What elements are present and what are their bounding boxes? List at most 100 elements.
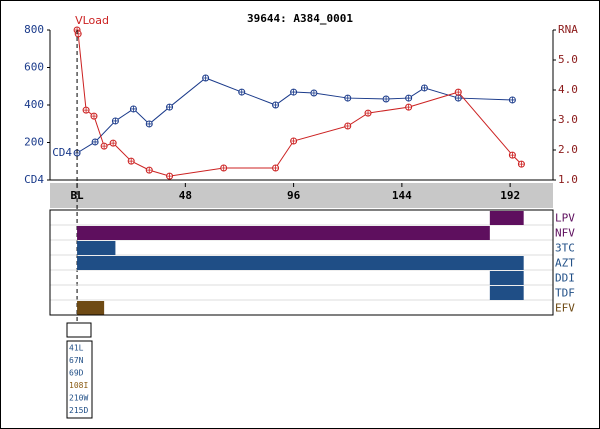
data-point bbox=[454, 94, 462, 102]
y2-tick-label: 2.0 bbox=[558, 143, 578, 156]
treatment-bar bbox=[489, 211, 524, 225]
data-point bbox=[454, 88, 462, 96]
marker-cross bbox=[128, 158, 135, 165]
data-point bbox=[166, 172, 174, 180]
mutation-label: 108I bbox=[69, 381, 88, 390]
data-point bbox=[508, 96, 516, 104]
data-point bbox=[111, 117, 119, 125]
marker-cross bbox=[220, 165, 227, 171]
x-tick-label: 144 bbox=[392, 189, 412, 202]
drug-label: 3TC bbox=[555, 242, 575, 255]
y-tick-label: CD4 bbox=[24, 173, 44, 186]
drug-label: NFV bbox=[555, 227, 575, 240]
data-point bbox=[344, 94, 352, 102]
y-tick-label: 600 bbox=[24, 61, 44, 74]
marker-cross bbox=[110, 140, 117, 147]
data-point bbox=[405, 103, 413, 111]
x-tick-label: 48 bbox=[179, 189, 192, 202]
mutation-label: 69D bbox=[69, 369, 84, 378]
marker-cross bbox=[272, 102, 279, 108]
y-tick-label: 800 bbox=[24, 23, 44, 36]
series-label: CD4 bbox=[52, 146, 72, 159]
y-tick-label: 200 bbox=[24, 136, 44, 149]
treatment-bar bbox=[489, 286, 524, 300]
marker-cross bbox=[238, 89, 245, 96]
marker-cross bbox=[365, 110, 372, 117]
marker-cross bbox=[405, 95, 412, 102]
marker-cross bbox=[92, 138, 99, 145]
x-tick-label: BL bbox=[70, 189, 84, 202]
marker-cross bbox=[310, 90, 317, 96]
marker-cross bbox=[405, 104, 412, 111]
y2-tick-label: 1.0 bbox=[558, 173, 578, 186]
y2-tick-label: 5.0 bbox=[558, 53, 578, 66]
timeline-frame bbox=[49, 209, 554, 316]
marker-cross bbox=[455, 89, 462, 96]
drug-label: LPV bbox=[555, 212, 575, 225]
treatment-bar bbox=[77, 301, 105, 315]
marker-cross bbox=[344, 95, 351, 102]
data-point bbox=[382, 95, 390, 103]
mutation-label: 41L bbox=[69, 344, 84, 353]
drug-label: TDF bbox=[555, 287, 575, 300]
marker-cross bbox=[421, 84, 428, 91]
drug-label: AZT bbox=[555, 257, 575, 270]
marker-cross bbox=[509, 152, 516, 159]
marker-cross bbox=[290, 138, 297, 144]
data-point bbox=[420, 84, 428, 92]
treatment-bar bbox=[77, 226, 490, 240]
marker-cross bbox=[202, 75, 209, 81]
treatment-bar bbox=[489, 271, 524, 285]
data-point bbox=[272, 101, 280, 109]
data-point bbox=[109, 139, 117, 147]
x-tick-label: 96 bbox=[287, 189, 301, 202]
mutation-label: 210W bbox=[69, 394, 88, 403]
y-tick-label: 400 bbox=[24, 98, 44, 111]
mutation-box bbox=[66, 340, 93, 419]
data-point bbox=[272, 164, 280, 172]
data-point bbox=[517, 160, 525, 168]
series-label: VLoad bbox=[75, 14, 109, 27]
marker-cross bbox=[344, 123, 351, 129]
marker-cross bbox=[166, 173, 173, 180]
mutation-header bbox=[66, 322, 92, 338]
marker-cross bbox=[518, 161, 525, 168]
data-point bbox=[508, 151, 516, 159]
marker-cross bbox=[75, 30, 82, 37]
data-point bbox=[90, 112, 98, 120]
marker-cross bbox=[272, 165, 279, 171]
data-point bbox=[405, 94, 413, 102]
data-point bbox=[344, 122, 352, 130]
marker-cross bbox=[455, 95, 462, 102]
data-point bbox=[238, 88, 246, 96]
marker-cross bbox=[166, 104, 173, 111]
data-point bbox=[220, 164, 228, 172]
marker-cross bbox=[509, 96, 516, 103]
marker-cross bbox=[383, 96, 390, 102]
x-tick-label: 192 bbox=[500, 189, 520, 202]
data-point bbox=[310, 89, 318, 97]
data-point bbox=[145, 166, 153, 174]
marker-cross bbox=[101, 143, 108, 150]
drug-label: EFV bbox=[555, 302, 575, 315]
data-point bbox=[74, 30, 82, 38]
y2-tick-label: 4.0 bbox=[558, 83, 578, 96]
data-point bbox=[145, 120, 153, 128]
treatment-bar bbox=[77, 241, 116, 255]
data-point bbox=[127, 157, 135, 165]
x-axis-band bbox=[50, 183, 553, 208]
mutation-label: 67N bbox=[69, 356, 84, 365]
y2-tick-label: RNA bbox=[558, 23, 578, 36]
marker-cross bbox=[146, 120, 153, 127]
mutation-label: 215D bbox=[69, 406, 88, 415]
y2-tick-label: 3.0 bbox=[558, 113, 578, 126]
marker-cross bbox=[83, 107, 90, 114]
data-point bbox=[364, 109, 372, 117]
treatment-bar bbox=[77, 256, 524, 270]
data-point bbox=[91, 138, 99, 146]
data-point bbox=[100, 142, 108, 150]
data-point bbox=[290, 137, 298, 145]
data-point bbox=[82, 106, 90, 114]
marker-cross bbox=[112, 117, 119, 124]
